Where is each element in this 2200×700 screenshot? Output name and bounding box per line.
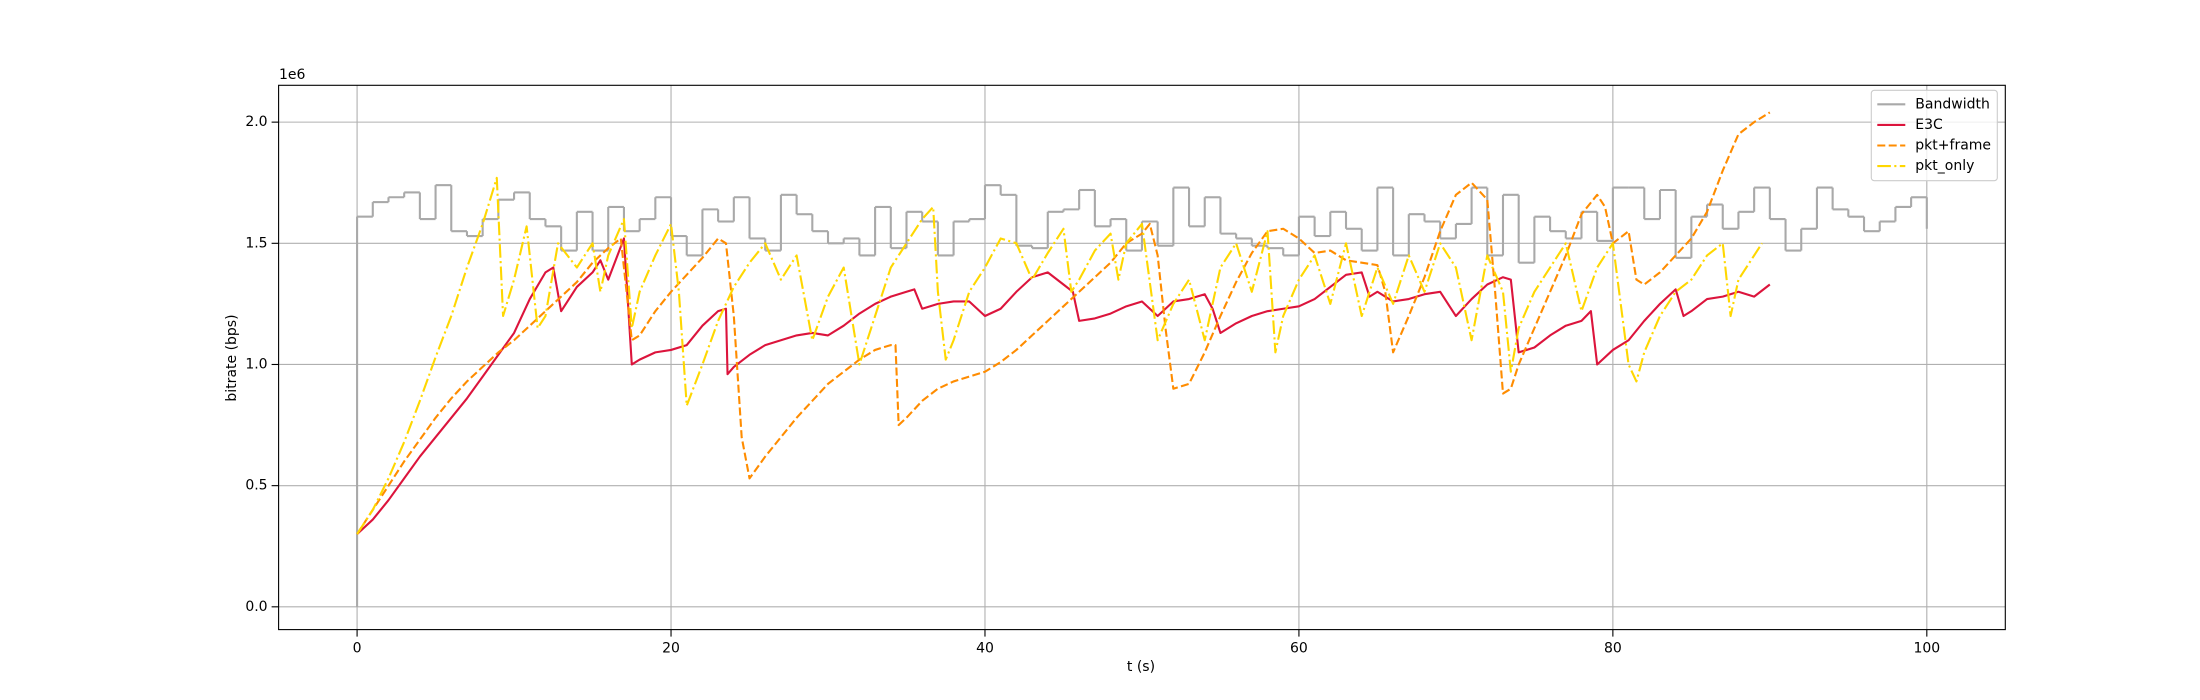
legend-box [1870, 89, 1998, 182]
series-line [356, 111, 1771, 535]
y-tick-label: 0.0 [245, 599, 267, 615]
y-axis-label: bitrate (bps) [224, 314, 240, 401]
legend-label: pkt_only [1915, 158, 1974, 174]
series-line [356, 237, 1771, 535]
legend-label: pkt+frame [1915, 138, 1991, 154]
plot-frame [278, 84, 2006, 631]
x-tick-label: 100 [1913, 641, 1940, 657]
x-tick-label: 40 [976, 641, 994, 657]
series-line [356, 176, 1763, 535]
legend-label: Bandwidth [1915, 96, 1990, 112]
y-tick-label: 1.5 [245, 235, 267, 251]
x-tick-label: 20 [662, 641, 680, 657]
y-tick-label: 0.5 [245, 478, 267, 494]
legend-label: E3C [1915, 117, 1943, 133]
x-tick-label: 80 [1604, 641, 1622, 657]
y-tick-label: 1.0 [245, 356, 267, 372]
x-tick-label: 60 [1290, 641, 1308, 657]
x-axis-label: t (s) [1127, 659, 1155, 675]
y-offset-label: 1e6 [279, 67, 306, 83]
y-tick-label: 2.0 [245, 114, 267, 130]
x-tick-label: 0 [353, 641, 362, 657]
